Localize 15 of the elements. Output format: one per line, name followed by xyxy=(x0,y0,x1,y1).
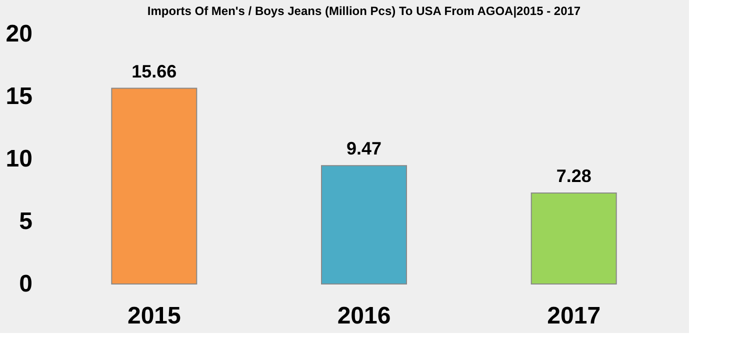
x-tick-label: 2016 xyxy=(337,302,391,330)
x-tick-label: 2017 xyxy=(547,302,601,330)
bar xyxy=(530,192,617,284)
chart-title: Imports Of Men's / Boys Jeans (Million Pcs) To USA From AGOA|2015 - 2017 xyxy=(147,4,581,18)
data-label: 15.66 xyxy=(132,61,177,82)
data-label: 7.28 xyxy=(556,166,592,186)
y-tick-label: 0 xyxy=(19,270,32,298)
y-tick-label: 15 xyxy=(6,83,32,110)
y-tick-label: 20 xyxy=(6,20,32,48)
y-tick-label: 5 xyxy=(19,208,32,235)
data-label: 9.47 xyxy=(346,138,382,159)
bar xyxy=(321,165,407,284)
bar xyxy=(111,88,198,284)
x-tick-label: 2015 xyxy=(127,302,181,330)
y-tick-label: 10 xyxy=(6,146,32,172)
